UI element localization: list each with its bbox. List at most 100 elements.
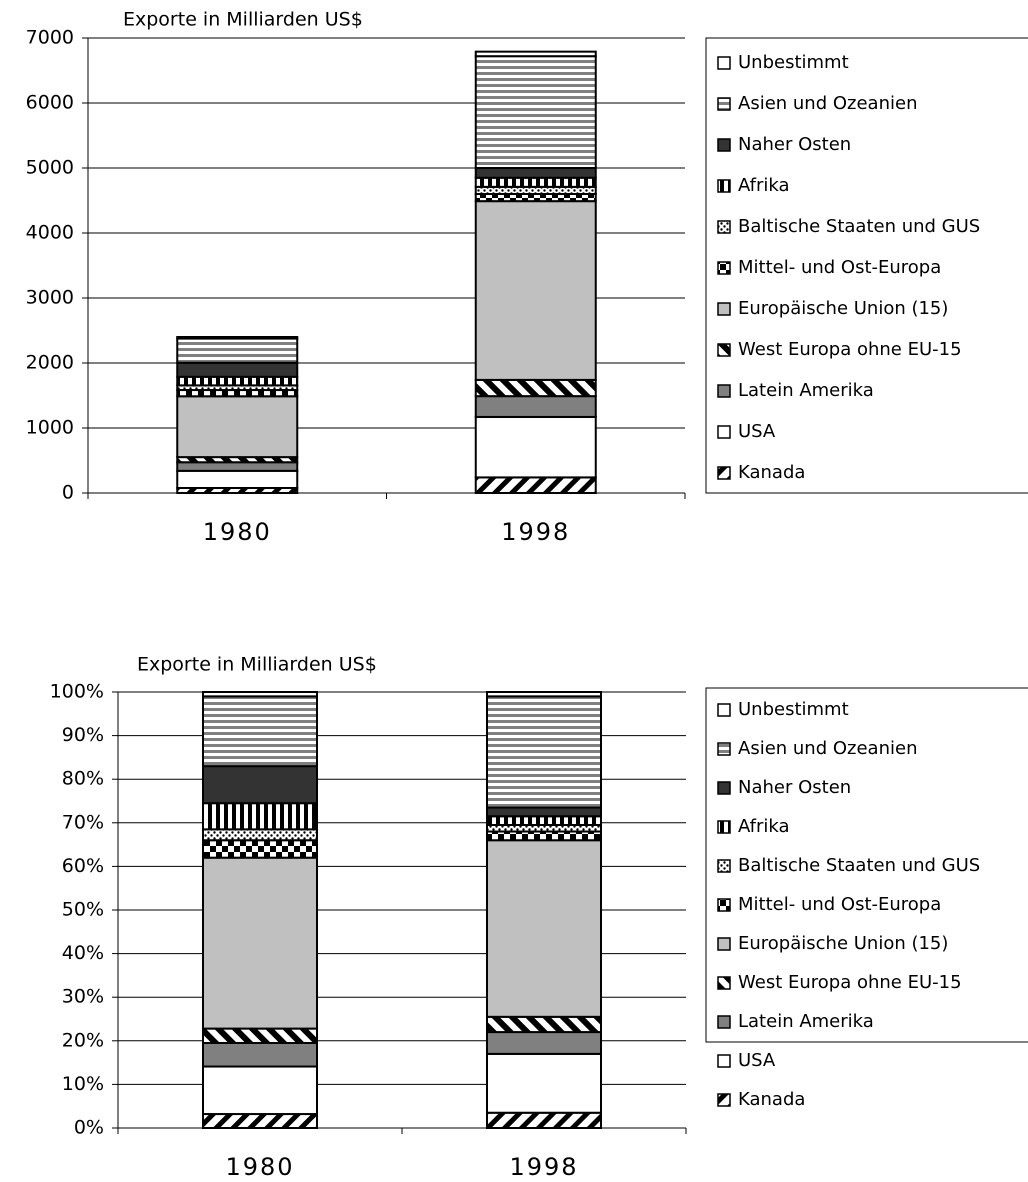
x-tick-label: 1998: [501, 518, 570, 546]
legend-label: Kanada: [738, 1089, 805, 1110]
bar-segment: [486, 1111, 602, 1129]
y-tick-label: 0%: [74, 1117, 104, 1139]
legend-swatch: [717, 703, 731, 717]
legend-swatch: [717, 781, 731, 795]
x-tick-label: 1980: [203, 518, 272, 546]
legend-swatch: [717, 97, 731, 111]
bar-segment: [474, 395, 597, 418]
y-tick-label: 20%: [62, 1029, 104, 1051]
bar-segment: [176, 375, 299, 387]
legend-swatch: [717, 859, 731, 873]
y-tick-label: 5000: [26, 157, 74, 179]
bar-segment: [202, 1113, 318, 1129]
y-tick-label: 1000: [26, 417, 74, 439]
bar-segment: [486, 691, 602, 698]
y-tick-label: 40%: [62, 942, 104, 964]
legend-label: Europäische Union (15): [738, 933, 948, 954]
legend-swatch: [717, 261, 731, 275]
legend-label: Afrika: [738, 816, 790, 837]
bar-segment: [486, 1015, 602, 1034]
chart-title: Exporte in Milliarden US$: [137, 654, 377, 676]
y-tick-label: 3000: [26, 287, 74, 309]
bar-segment: [486, 1052, 602, 1114]
bar-segment: [474, 193, 597, 203]
y-tick-label: 10%: [62, 1073, 104, 1095]
bar-segment: [486, 815, 602, 826]
legend-swatch: [717, 1054, 731, 1068]
y-tick-label: 80%: [62, 768, 104, 790]
bar-segment: [486, 695, 602, 809]
bar-segment: [176, 395, 299, 459]
bar-segment: [474, 415, 597, 479]
bar-segment: [474, 50, 597, 58]
legend-swatch: [717, 1093, 731, 1107]
legend-swatch: [717, 138, 731, 152]
y-tick-label: 100%: [50, 681, 104, 703]
legend-label: Latein Amerika: [738, 1011, 874, 1032]
bar-segment: [202, 1041, 318, 1068]
y-tick-label: 90%: [62, 724, 104, 746]
bar-segment: [176, 361, 299, 378]
x-tick-label: 1998: [509, 1153, 578, 1181]
legend-swatch: [717, 742, 731, 756]
y-tick-label: 6000: [26, 92, 74, 114]
bar-segment: [202, 765, 318, 805]
legend-label: USA: [738, 421, 776, 442]
legend-label: West Europa ohne EU-15: [738, 972, 962, 993]
bar-segment: [474, 176, 597, 188]
legend-label: Mittel- und Ost-Europa: [738, 894, 941, 915]
bar-segment: [486, 839, 602, 1018]
legend-label: Asien und Ozeanien: [738, 738, 917, 759]
legend-label: Unbestimmt: [738, 52, 849, 73]
legend-swatch: [717, 1015, 731, 1029]
chart-title: Exporte in Milliarden US$: [123, 9, 363, 31]
legend-swatch: [717, 56, 731, 70]
legend-box: [705, 687, 1028, 1043]
legend-label: Unbestimmt: [738, 699, 849, 720]
legend-label: Latein Amerika: [738, 380, 874, 401]
bar-segment: [486, 1031, 602, 1055]
legend-swatch: [717, 820, 731, 834]
bar-segment: [176, 336, 299, 340]
legend-label: USA: [738, 1050, 776, 1071]
bar-segment: [474, 476, 597, 494]
legend-swatch: [717, 937, 731, 951]
legend-swatch: [717, 343, 731, 357]
bar-segment: [202, 1027, 318, 1044]
bar-segment: [202, 839, 318, 859]
bar-segment: [474, 200, 597, 381]
legend-label: Afrika: [738, 175, 790, 196]
y-tick-label: 50%: [62, 899, 104, 921]
y-tick-label: 2000: [26, 352, 74, 374]
bar-segment: [176, 469, 299, 489]
legend-label: Mittel- und Ost-Europa: [738, 257, 941, 278]
legend-label: Europäische Union (15): [738, 298, 948, 319]
legend-swatch: [717, 898, 731, 912]
y-tick-label: 60%: [62, 855, 104, 877]
y-tick-label: 7000: [26, 27, 74, 49]
bar-segment: [474, 167, 597, 179]
legend-label: West Europa ohne EU-15: [738, 339, 962, 360]
bar-segment: [474, 185, 597, 196]
legend-label: Naher Osten: [738, 777, 851, 798]
y-tick-label: 4000: [26, 222, 74, 244]
bar-segment: [202, 802, 318, 831]
legend-box: [705, 37, 1028, 494]
legend-swatch: [717, 976, 731, 990]
bar-segment: [202, 1065, 318, 1116]
bar-segment: [202, 695, 318, 768]
y-tick-label: 70%: [62, 811, 104, 833]
bar-segment: [486, 830, 602, 842]
bar-segment: [202, 856, 318, 1030]
y-tick-label: 30%: [62, 986, 104, 1008]
legend-swatch: [717, 179, 731, 193]
bar-segment: [474, 55, 597, 170]
legend-swatch: [717, 220, 731, 234]
bar-segment: [176, 461, 299, 472]
legend-label: Kanada: [738, 462, 805, 483]
y-tick-label: 0: [62, 482, 74, 504]
legend-swatch: [717, 425, 731, 439]
legend-swatch: [717, 302, 731, 316]
legend-label: Baltische Staaten und GUS: [738, 216, 980, 237]
